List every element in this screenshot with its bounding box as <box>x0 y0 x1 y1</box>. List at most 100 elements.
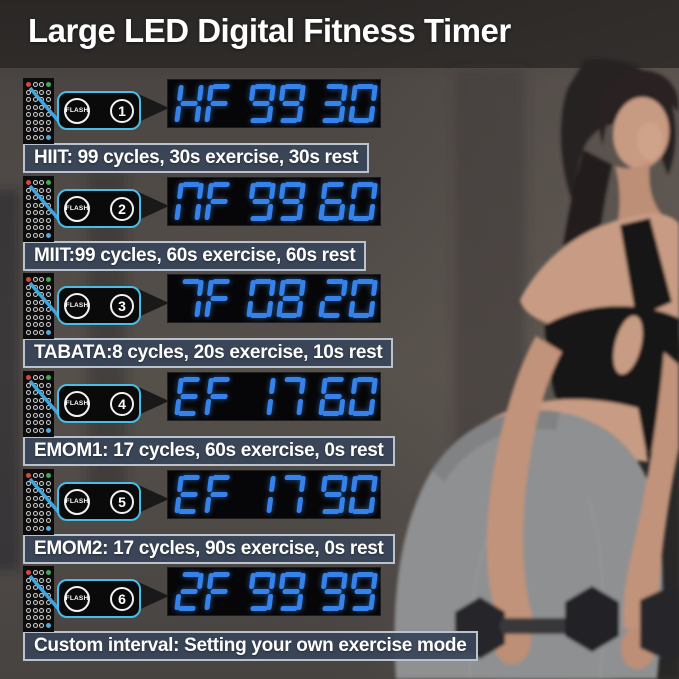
remote-button-icon <box>39 488 45 494</box>
remote-button-icon <box>32 112 38 118</box>
remote-button-icon <box>46 405 52 411</box>
mode-row-2: FLASH 2 MIIT:99 cycles, 60s exercise, 60… <box>23 176 663 272</box>
remote-button-callout: FLASH 6 <box>57 579 141 618</box>
remote-button-icon <box>46 375 52 381</box>
remote-button-icon <box>39 82 45 88</box>
remote-button-icon <box>39 127 45 133</box>
remote-button-icon <box>39 585 45 591</box>
remote-button-icon <box>39 427 45 433</box>
mode-number-label: 3 <box>118 297 126 314</box>
remote-button-icon <box>39 112 45 118</box>
remote-button-icon <box>25 195 31 201</box>
neck <box>615 162 662 230</box>
remote-button-icon <box>46 195 52 201</box>
remote-button-icon <box>39 382 45 388</box>
remote-button-icon <box>39 600 45 606</box>
remote-control <box>23 469 54 535</box>
remote-control <box>23 78 54 144</box>
bra-strap <box>620 218 672 318</box>
remote-button-icon <box>46 510 52 516</box>
remote-button-icon <box>46 104 52 110</box>
remote-button-icon <box>25 322 31 328</box>
remote-button-icon <box>39 503 45 509</box>
mode-caption: HIIT: 99 cycles, 30s exercise, 30s rest <box>23 143 370 173</box>
remote-button-icon <box>39 307 45 313</box>
remote-button-icon <box>25 314 31 320</box>
remote-button-icon <box>46 420 52 426</box>
mode-row-5: FLASH 5 EMOM2: 17 cycles, 90s exercise, … <box>23 469 663 565</box>
remote-button-icon <box>32 405 38 411</box>
remote-button-icon <box>39 518 45 524</box>
remote-button-icon <box>25 577 31 583</box>
remote-button-icon <box>32 322 38 328</box>
remote-button-icon <box>46 585 52 591</box>
woman-figure <box>394 59 679 679</box>
flash-button-label: FLASH <box>65 205 89 212</box>
remote-button-icon <box>32 510 38 516</box>
remote-button-icon <box>46 570 52 576</box>
led-display <box>168 80 380 127</box>
remote-button-icon <box>25 202 31 208</box>
bra-cutout <box>613 315 643 375</box>
remote-button-icon <box>32 585 38 591</box>
remote-button-icon <box>39 480 45 486</box>
remote-button-icon <box>46 577 52 583</box>
dumbbell-head-2 <box>565 586 619 652</box>
remote-button-icon <box>39 217 45 223</box>
flash-button-icon: FLASH <box>64 390 90 417</box>
remote-button-icon <box>32 89 38 95</box>
top-dark-band <box>0 0 679 68</box>
remote-button-icon <box>25 585 31 591</box>
led-display <box>168 178 380 225</box>
remote-button-icon <box>46 112 52 118</box>
remote-button-icon <box>39 232 45 238</box>
remote-button-icon <box>39 187 45 193</box>
remote-button-icon <box>25 473 31 479</box>
mode-number-label: 1 <box>118 102 126 119</box>
remote-button-callout: FLASH 1 <box>57 91 141 130</box>
remote-button-icon <box>32 195 38 201</box>
remote-button-icon <box>25 488 31 494</box>
remote-button-icon <box>32 577 38 583</box>
remote-button-icon <box>32 525 38 531</box>
remote-button-icon <box>32 97 38 103</box>
remote-button-icon <box>46 607 52 613</box>
remote-button-icon <box>39 104 45 110</box>
remote-button-icon <box>32 187 38 193</box>
remote-button-icon <box>32 277 38 283</box>
remote-button-icon <box>39 607 45 613</box>
mode-caption: Custom interval: Setting your own exerci… <box>23 631 478 661</box>
mode-caption: MIIT:99 cycles, 60s exercise, 60s rest <box>23 241 367 271</box>
remote-control <box>23 371 54 437</box>
remote-button-icon <box>46 202 52 208</box>
remote-button-icon <box>39 615 45 621</box>
remote-button-icon <box>46 210 52 216</box>
remote-button-icon <box>46 615 52 621</box>
remote-button-icon <box>32 119 38 125</box>
face-highlight <box>637 122 663 160</box>
remote-button-icon <box>25 232 31 238</box>
remote-button-icon <box>25 622 31 628</box>
remote-button-icon <box>39 202 45 208</box>
remote-button-icon <box>46 503 52 509</box>
remote-button-icon <box>25 134 31 140</box>
remote-button-icon <box>39 119 45 125</box>
remote-button-icon <box>39 225 45 231</box>
remote-button-icon <box>39 89 45 95</box>
mode-number-button-icon: 5 <box>110 489 134 514</box>
remote-button-icon <box>46 397 52 403</box>
remote-button-icon <box>46 187 52 193</box>
mode-number-button-icon: 6 <box>110 586 134 611</box>
mode-number-label: 6 <box>118 590 126 607</box>
remote-button-icon <box>32 217 38 223</box>
remote-button-icon <box>25 382 31 388</box>
remote-button-icon <box>46 232 52 238</box>
flash-button-icon: FLASH <box>64 292 90 319</box>
remote-button-callout: FLASH 2 <box>57 189 141 228</box>
remote-button-icon <box>25 112 31 118</box>
remote-button-icon <box>32 232 38 238</box>
flash-button-icon: FLASH <box>64 488 90 515</box>
remote-button-icon <box>25 518 31 524</box>
remote-button-icon <box>39 322 45 328</box>
dumbbell-handle <box>500 618 570 634</box>
